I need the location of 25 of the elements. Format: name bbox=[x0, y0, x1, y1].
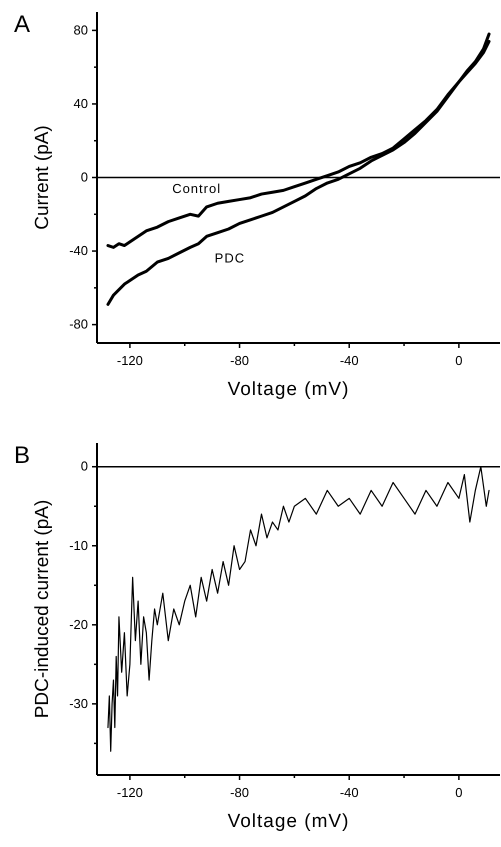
series-label: Control bbox=[172, 180, 222, 196]
y-tick-label: 40 bbox=[74, 96, 88, 111]
y-axis-title: PDC-induced current (pA) bbox=[32, 500, 53, 718]
series-label: PDC bbox=[214, 250, 246, 266]
y-tick-label: -30 bbox=[69, 696, 88, 711]
y-tick-label: -40 bbox=[69, 243, 88, 258]
x-tick-label: -40 bbox=[340, 785, 359, 800]
chart-title: B bbox=[14, 442, 30, 469]
chart-title: A bbox=[14, 11, 30, 38]
y-tick-label: 0 bbox=[80, 458, 88, 474]
y-tick-label: -10 bbox=[69, 538, 88, 553]
y-tick-label: -20 bbox=[69, 616, 88, 632]
x-tick-label: -80 bbox=[230, 785, 249, 800]
y-tick-label: 80 bbox=[74, 22, 88, 38]
y-tick-label: -80 bbox=[69, 316, 88, 332]
x-tick-label: -80 bbox=[230, 353, 249, 368]
x-tick-label: -40 bbox=[340, 353, 359, 368]
x-tick-label: -120 bbox=[116, 785, 143, 800]
x-axis-title: Voltage (mV) bbox=[228, 811, 350, 832]
x-tick-label: -120 bbox=[116, 353, 143, 368]
x-tick-label: 0 bbox=[455, 353, 462, 368]
x-axis-title: Voltage (mV) bbox=[228, 379, 350, 400]
y-axis-title: Current (pA) bbox=[32, 125, 53, 230]
x-tick-label: 0 bbox=[455, 785, 462, 800]
y-tick-label: 0 bbox=[80, 170, 88, 184]
